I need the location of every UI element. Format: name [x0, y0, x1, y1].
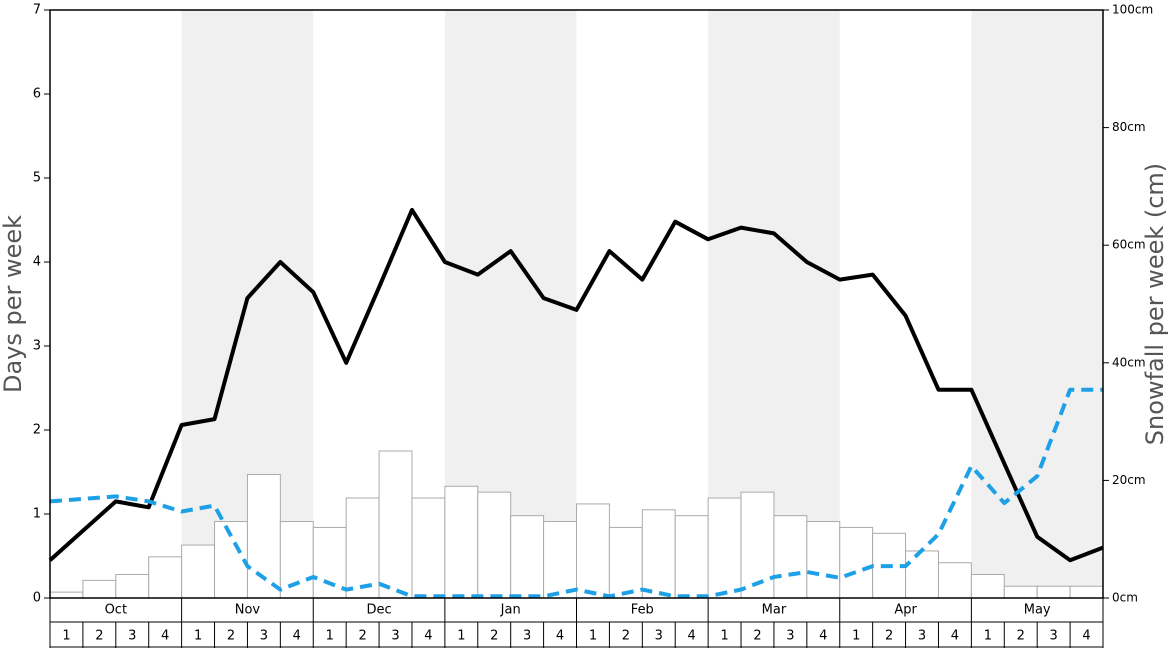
- bar: [806, 521, 841, 599]
- month-label: Mar: [762, 603, 787, 618]
- week-label: 2: [227, 629, 235, 644]
- week-label: 2: [95, 629, 103, 644]
- week-label: 4: [424, 629, 432, 644]
- week-label: 2: [490, 629, 498, 644]
- line-series: [49, 387, 1103, 599]
- week-label: 3: [128, 629, 136, 644]
- week-label: 4: [556, 629, 564, 644]
- y-tick-label: 0: [33, 591, 41, 606]
- bar: [115, 573, 150, 599]
- bar: [576, 503, 610, 599]
- week-label: 4: [688, 629, 696, 644]
- y-tick-label: 7: [33, 3, 41, 18]
- y-tick-label: 5: [33, 171, 41, 186]
- bar: [345, 497, 380, 599]
- week-label: 3: [260, 629, 268, 644]
- week-label: 3: [523, 629, 531, 644]
- week-label: 4: [293, 629, 301, 644]
- week-label: 4: [819, 629, 827, 644]
- bar: [82, 579, 117, 599]
- axes: 0 1 2 3 4 5 6 7 0cm 20cm 40cm 60cm 80cm 100cm Oct 1 2 3 4 N…: [33, 3, 1153, 648]
- bar: [543, 521, 577, 599]
- bar: [674, 515, 709, 599]
- bar: [970, 573, 1005, 599]
- month-shade: [971, 10, 1103, 598]
- bar: [49, 591, 84, 599]
- bar: [510, 515, 545, 599]
- month-label: Feb: [631, 603, 654, 618]
- bar: [148, 556, 183, 599]
- bar: [1036, 585, 1071, 599]
- week-label: 4: [161, 629, 169, 644]
- y2-tick-label: 0cm: [1112, 591, 1138, 605]
- week-label: 2: [622, 629, 630, 644]
- week-label: 1: [984, 629, 992, 644]
- week-label: 3: [655, 629, 663, 644]
- month-label: Dec: [366, 603, 391, 618]
- week-label: 2: [1017, 629, 1025, 644]
- week-label: 4: [951, 629, 959, 644]
- bar: [773, 515, 808, 599]
- week-label: 4: [1082, 629, 1090, 644]
- bar: [937, 562, 972, 599]
- week-label: 3: [786, 629, 794, 644]
- bar: [641, 509, 676, 599]
- y2-tick-label: 20cm: [1112, 473, 1146, 487]
- month-label: Jan: [500, 603, 521, 618]
- line-series: [48, 207, 1104, 563]
- bar: [905, 550, 939, 599]
- week-label: 1: [194, 629, 202, 644]
- week-label: 1: [62, 629, 70, 644]
- y2-tick-label: 40cm: [1112, 355, 1146, 369]
- week-label: 3: [918, 629, 926, 644]
- y2-tick-label: 60cm: [1112, 238, 1146, 252]
- week-label: 2: [753, 629, 761, 644]
- week-label: 1: [852, 629, 860, 644]
- bar: [608, 526, 643, 599]
- y-tick-label: 6: [33, 87, 41, 102]
- month-label: Oct: [105, 603, 127, 618]
- y-tick-label: 1: [33, 507, 41, 522]
- lines: [48, 207, 1104, 599]
- bar: [740, 491, 775, 599]
- week-label: 1: [326, 629, 334, 644]
- bar: [1069, 585, 1104, 599]
- week-label: 2: [358, 629, 366, 644]
- y-tick-label: 4: [33, 255, 41, 270]
- week-label: 2: [885, 629, 893, 644]
- bar: [707, 497, 742, 599]
- week-label: 3: [1050, 629, 1058, 644]
- week-label: 3: [391, 629, 399, 644]
- month-label: Apr: [894, 603, 917, 618]
- bar: [477, 491, 512, 599]
- y2-tick-label: 80cm: [1112, 120, 1146, 134]
- bar: [444, 485, 479, 599]
- week-label: 1: [457, 629, 465, 644]
- bar: [1003, 585, 1038, 599]
- week-label: 1: [589, 629, 597, 644]
- bar: [839, 526, 874, 599]
- bar: [378, 450, 413, 599]
- bar: [312, 526, 347, 599]
- y2-tick-label: 100cm: [1112, 3, 1153, 17]
- week-label: 1: [720, 629, 728, 644]
- y-tick-label: 3: [33, 339, 41, 354]
- y-axis-title: Days per week: [0, 215, 27, 393]
- month-label: Nov: [235, 603, 261, 618]
- month-label: May: [1024, 603, 1051, 618]
- bar: [411, 497, 446, 599]
- bar: [279, 521, 314, 599]
- bar: [181, 544, 216, 599]
- y2-axis-title: Snowfall per week (cm): [1141, 163, 1168, 445]
- y-tick-label: 2: [33, 423, 41, 438]
